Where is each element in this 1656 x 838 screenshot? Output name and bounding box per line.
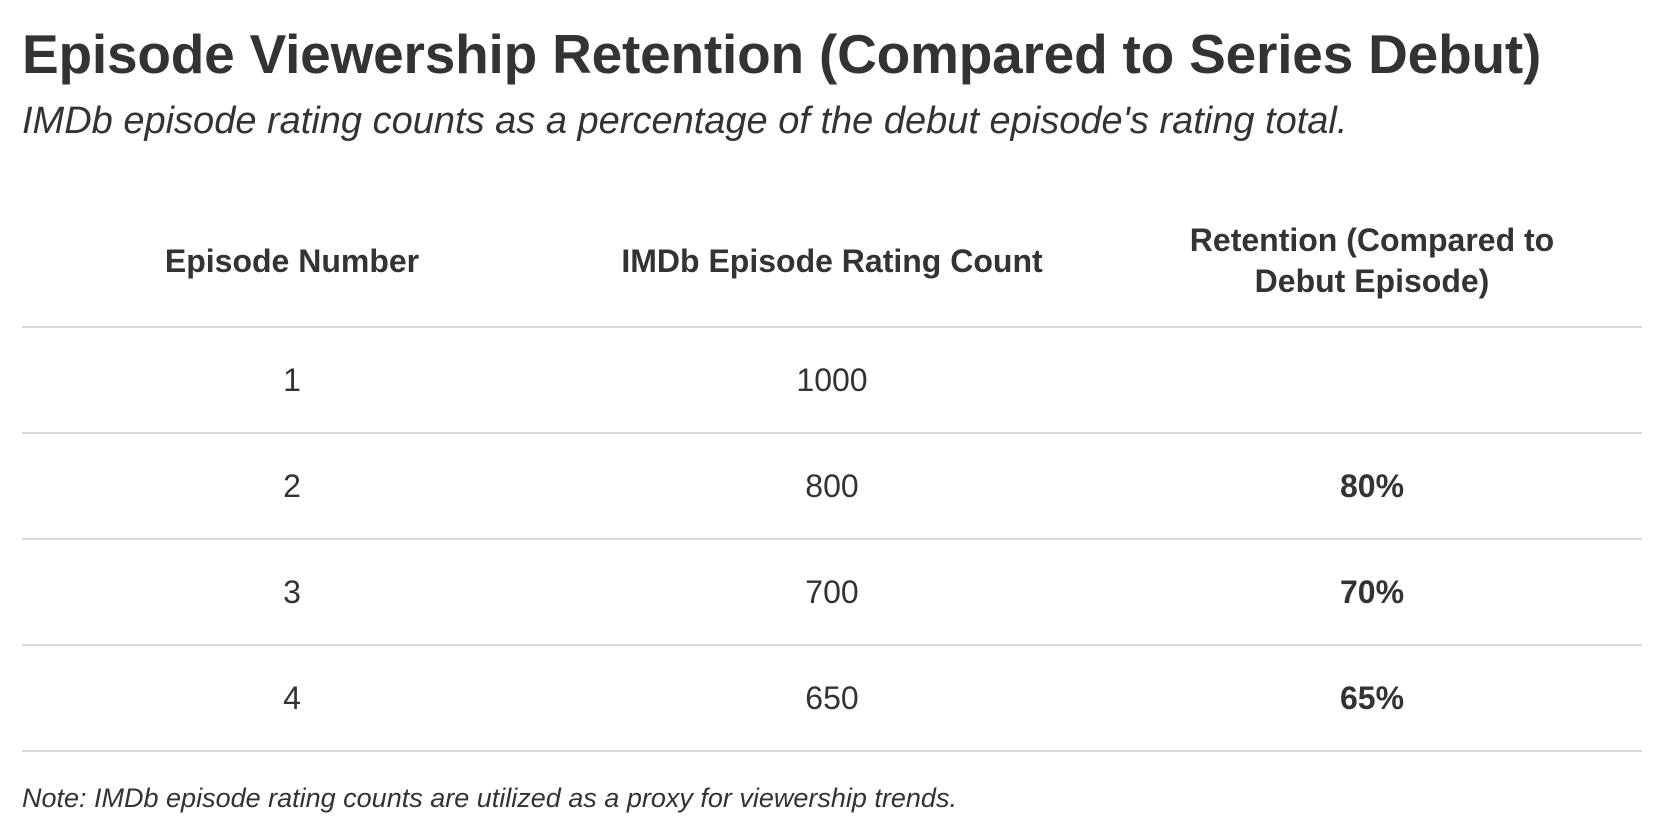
cell-rating-count: 650 <box>562 645 1102 752</box>
cell-retention: 70% <box>1102 539 1642 646</box>
table-row: 2 800 80% <box>22 433 1642 540</box>
table-row: 4 650 65% <box>22 645 1642 752</box>
cell-episode-number: 4 <box>22 645 562 752</box>
chart-subtitle: IMDb episode rating counts as a percenta… <box>22 100 1348 142</box>
cell-episode-number: 2 <box>22 433 562 540</box>
cell-retention: 65% <box>1102 645 1642 752</box>
cell-episode-number: 3 <box>22 539 562 646</box>
column-header-rating-count: IMDb Episode Rating Count <box>562 196 1102 328</box>
table-header-row: Episode Number IMDb Episode Rating Count… <box>22 196 1642 328</box>
retention-table: Episode Number IMDb Episode Rating Count… <box>22 196 1642 752</box>
chart-title: Episode Viewership Retention (Compared t… <box>22 23 1542 85</box>
column-header-retention: Retention (Compared to Debut Episode) <box>1102 196 1642 328</box>
cell-rating-count: 700 <box>562 539 1102 646</box>
cell-retention: 80% <box>1102 433 1642 540</box>
cell-rating-count: 800 <box>562 433 1102 540</box>
chart-page: Episode Viewership Retention (Compared t… <box>22 0 1642 838</box>
cell-retention <box>1102 327 1642 434</box>
table-row: 1 1000 <box>22 327 1642 434</box>
footnote: Note: IMDb episode rating counts are uti… <box>22 783 957 813</box>
table-row: 3 700 70% <box>22 539 1642 646</box>
cell-rating-count: 1000 <box>562 327 1102 434</box>
column-header-episode-number: Episode Number <box>22 196 562 328</box>
cell-episode-number: 1 <box>22 327 562 434</box>
